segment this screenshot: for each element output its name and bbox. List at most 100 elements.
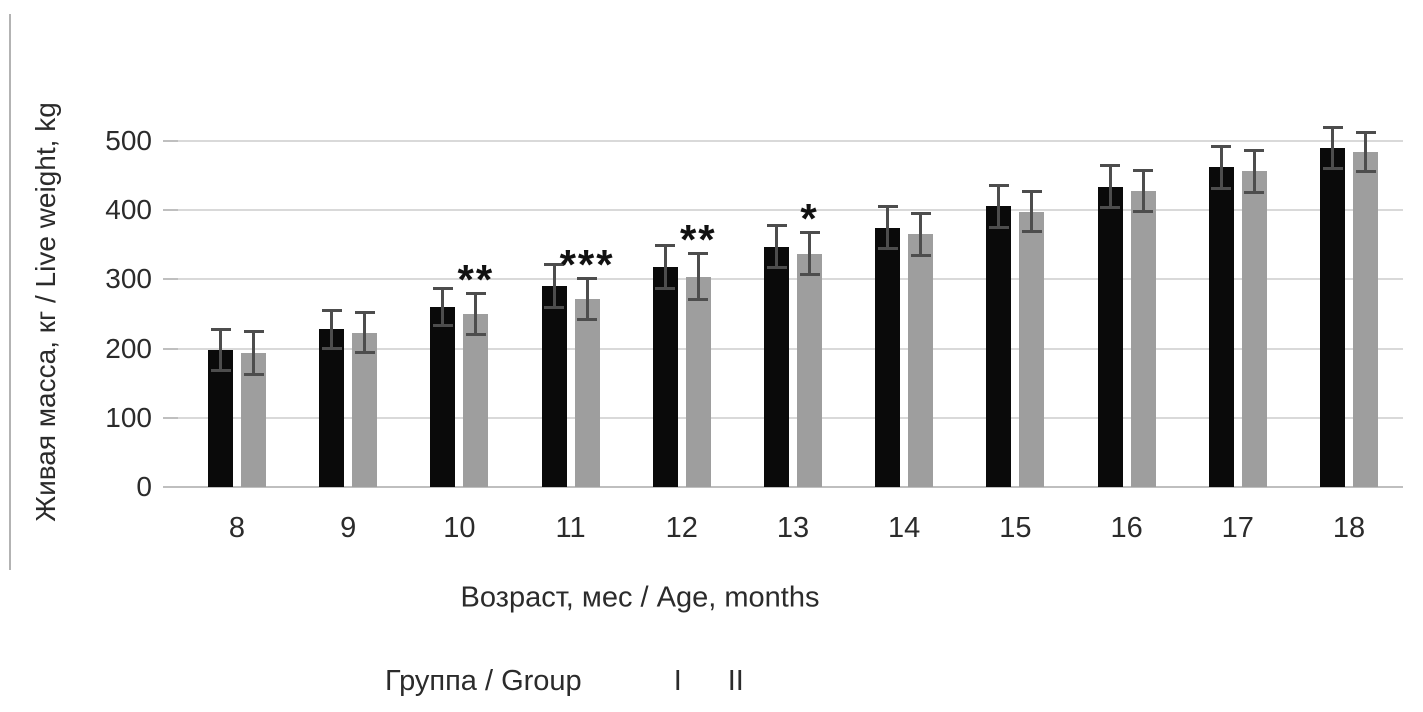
gridline bbox=[178, 416, 1403, 419]
x-tick-label: 12 bbox=[665, 512, 698, 544]
error-bar-cap-bottom bbox=[243, 372, 264, 376]
error-bar-cap-top bbox=[465, 292, 486, 296]
error-bar-cap-bottom bbox=[1133, 209, 1154, 213]
bar-group-II bbox=[685, 276, 711, 487]
error-bar-cap-top bbox=[432, 286, 453, 290]
error-bar-line bbox=[219, 329, 222, 371]
legend: Группа / Group I II bbox=[385, 660, 760, 702]
bar-group-II bbox=[463, 314, 489, 487]
error-bar-cap-bottom bbox=[988, 225, 1009, 229]
error-bar-cap-bottom bbox=[877, 246, 898, 250]
bar-group-I bbox=[986, 206, 1012, 487]
gridline bbox=[178, 278, 1403, 281]
x-tick-label: 17 bbox=[1221, 512, 1254, 544]
bar-group-I bbox=[319, 329, 345, 487]
bar-group-I bbox=[875, 227, 901, 487]
error-bar-line bbox=[252, 330, 255, 375]
error-bar-cap-top bbox=[1355, 131, 1376, 134]
series-1-label: I bbox=[673, 664, 682, 697]
error-bar-line bbox=[1219, 145, 1223, 189]
error-bar-line bbox=[696, 253, 700, 301]
error-bar-cap-bottom bbox=[688, 298, 709, 302]
error-bar-line bbox=[919, 212, 923, 256]
x-axis-title: Возраст, мес / Age, months bbox=[460, 581, 820, 614]
error-bar-cap-top bbox=[243, 329, 264, 333]
y-tick-label: 300 bbox=[105, 263, 152, 295]
y-tick-mark bbox=[163, 347, 178, 350]
bar-group-I bbox=[1320, 147, 1345, 487]
error-bar-line bbox=[330, 309, 334, 349]
legend-title: Группа / Group bbox=[385, 664, 582, 697]
error-bar-cap-top bbox=[766, 224, 787, 228]
error-bar-cap-bottom bbox=[321, 346, 342, 350]
bar-group-II bbox=[908, 234, 934, 487]
error-bar-line bbox=[997, 184, 1001, 228]
error-bar-cap-bottom bbox=[910, 253, 931, 257]
bar-group-I bbox=[430, 307, 456, 487]
error-bar-cap-bottom bbox=[1211, 186, 1232, 190]
error-bar-cap-bottom bbox=[354, 351, 375, 355]
y-tick-mark bbox=[163, 278, 178, 281]
error-bar-cap-bottom bbox=[1244, 190, 1265, 194]
y-tick-mark bbox=[163, 209, 178, 212]
error-bar-cap-top bbox=[544, 263, 565, 267]
error-bar-cap-bottom bbox=[210, 368, 231, 372]
gridline bbox=[178, 140, 1403, 142]
error-bar-cap-top bbox=[321, 308, 342, 312]
bar-group-I bbox=[1097, 186, 1123, 487]
legend-item-group-2: II bbox=[698, 665, 744, 698]
x-tick-label: 11 bbox=[555, 512, 586, 544]
error-bar-line bbox=[441, 287, 445, 327]
bar-group-II bbox=[1353, 152, 1378, 487]
gridline bbox=[178, 209, 1403, 212]
y-tick-label: 400 bbox=[105, 194, 152, 226]
error-bar-cap-bottom bbox=[799, 273, 820, 277]
error-bar-cap-bottom bbox=[766, 266, 787, 270]
series-2-label: II bbox=[727, 664, 744, 697]
y-tick-mark bbox=[163, 486, 178, 488]
error-bar-cap-bottom bbox=[1322, 166, 1343, 170]
error-bar-cap-top bbox=[655, 243, 676, 247]
significance-marker: ** bbox=[457, 256, 495, 304]
error-bar-line bbox=[1252, 149, 1256, 193]
series-2-swatch-icon bbox=[698, 671, 719, 692]
bar-group-II bbox=[797, 253, 822, 487]
error-bar-cap-top bbox=[1211, 144, 1232, 148]
y-tick-label: 500 bbox=[105, 125, 152, 156]
x-tick-label: 14 bbox=[888, 512, 921, 544]
series-1-swatch-icon bbox=[644, 671, 665, 692]
error-bar-cap-top bbox=[1021, 189, 1042, 193]
error-bar-cap-top bbox=[1133, 169, 1154, 173]
error-bar-cap-bottom bbox=[544, 306, 565, 310]
x-tick-label: 13 bbox=[776, 512, 810, 544]
x-axis-baseline bbox=[178, 486, 1403, 488]
error-bar-cap-bottom bbox=[432, 324, 453, 328]
x-tick-label: 10 bbox=[443, 512, 476, 544]
error-bar-line bbox=[363, 311, 367, 354]
error-bar-line bbox=[886, 206, 890, 249]
error-bar-line bbox=[474, 293, 478, 335]
bar-group-II bbox=[1019, 211, 1045, 487]
error-bar-line bbox=[1108, 165, 1112, 209]
x-tick-label: 18 bbox=[1332, 512, 1366, 544]
y-tick-mark bbox=[163, 140, 178, 142]
significance-marker: ** bbox=[679, 216, 717, 264]
error-bar-cap-bottom bbox=[577, 317, 598, 321]
legend-item-group-1: I bbox=[644, 665, 682, 698]
bar-group-I bbox=[652, 266, 678, 487]
error-bar-line bbox=[1364, 132, 1367, 173]
y-tick-label: 200 bbox=[105, 332, 152, 364]
error-bar-line bbox=[808, 232, 811, 276]
error-bar-cap-top bbox=[1100, 164, 1121, 168]
error-bar-line bbox=[663, 244, 667, 290]
x-tick-label: 8 bbox=[228, 512, 246, 544]
bar-group-II bbox=[1241, 171, 1267, 487]
bar-group-I bbox=[1208, 167, 1234, 487]
significance-marker: *** bbox=[559, 241, 615, 289]
bar-group-II bbox=[352, 332, 378, 487]
error-bar-cap-top bbox=[799, 231, 820, 235]
error-bar-cap-top bbox=[988, 183, 1009, 187]
error-bar-cap-top bbox=[877, 205, 898, 209]
